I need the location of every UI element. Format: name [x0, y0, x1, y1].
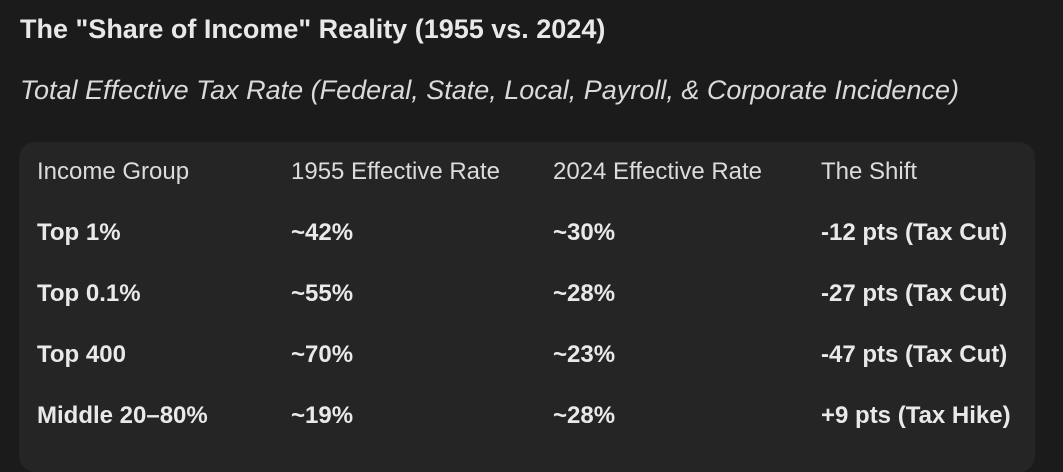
table-row: Top 1% ~42% ~30% -12 pts (Tax Cut)	[19, 202, 1035, 263]
cell-income-group: Middle 20–80%	[37, 401, 208, 429]
cell-shift: -47 pts (Tax Cut)	[821, 340, 1008, 368]
cell-income-group: Top 1%	[37, 218, 121, 246]
cell-shift: -12 pts (Tax Cut)	[821, 218, 1008, 246]
cell-2024-rate: ~28%	[553, 279, 616, 307]
cell-1955-rate: ~42%	[291, 218, 354, 246]
column-header-shift: The Shift	[821, 158, 918, 185]
column-header-income-group: Income Group	[37, 158, 190, 185]
table-row: Top 0.1% ~55% ~28% -27 pts (Tax Cut)	[19, 263, 1035, 324]
cell-1955-rate: ~19%	[291, 401, 354, 429]
column-header-2024-rate: 2024 Effective Rate	[553, 158, 763, 185]
table-row: Top 400 ~70% ~23% -47 pts (Tax Cut)	[19, 324, 1035, 385]
cell-income-group: Top 400	[37, 340, 126, 368]
cell-2024-rate: ~23%	[553, 340, 616, 368]
cell-1955-rate: ~70%	[291, 340, 354, 368]
cell-shift: +9 pts (Tax Hike)	[821, 401, 1011, 429]
page-title: The "Share of Income" Reality (1955 vs. …	[20, 14, 606, 44]
tax-rate-table-card: Income Group 1955 Effective Rate 2024 Ef…	[19, 142, 1035, 472]
page-subtitle: Total Effective Tax Rate (Federal, State…	[20, 75, 959, 105]
cell-shift: -27 pts (Tax Cut)	[821, 279, 1008, 307]
cell-1955-rate: ~55%	[291, 279, 354, 307]
table-row: Middle 20–80% ~19% ~28% +9 pts (Tax Hike…	[19, 385, 1035, 446]
table-header-row: Income Group 1955 Effective Rate 2024 Ef…	[19, 142, 1035, 202]
column-header-1955-rate: 1955 Effective Rate	[291, 158, 501, 185]
tax-rate-table: Income Group 1955 Effective Rate 2024 Ef…	[19, 142, 1035, 446]
cell-2024-rate: ~28%	[553, 401, 616, 429]
cell-2024-rate: ~30%	[553, 218, 616, 246]
cell-income-group: Top 0.1%	[37, 279, 141, 307]
